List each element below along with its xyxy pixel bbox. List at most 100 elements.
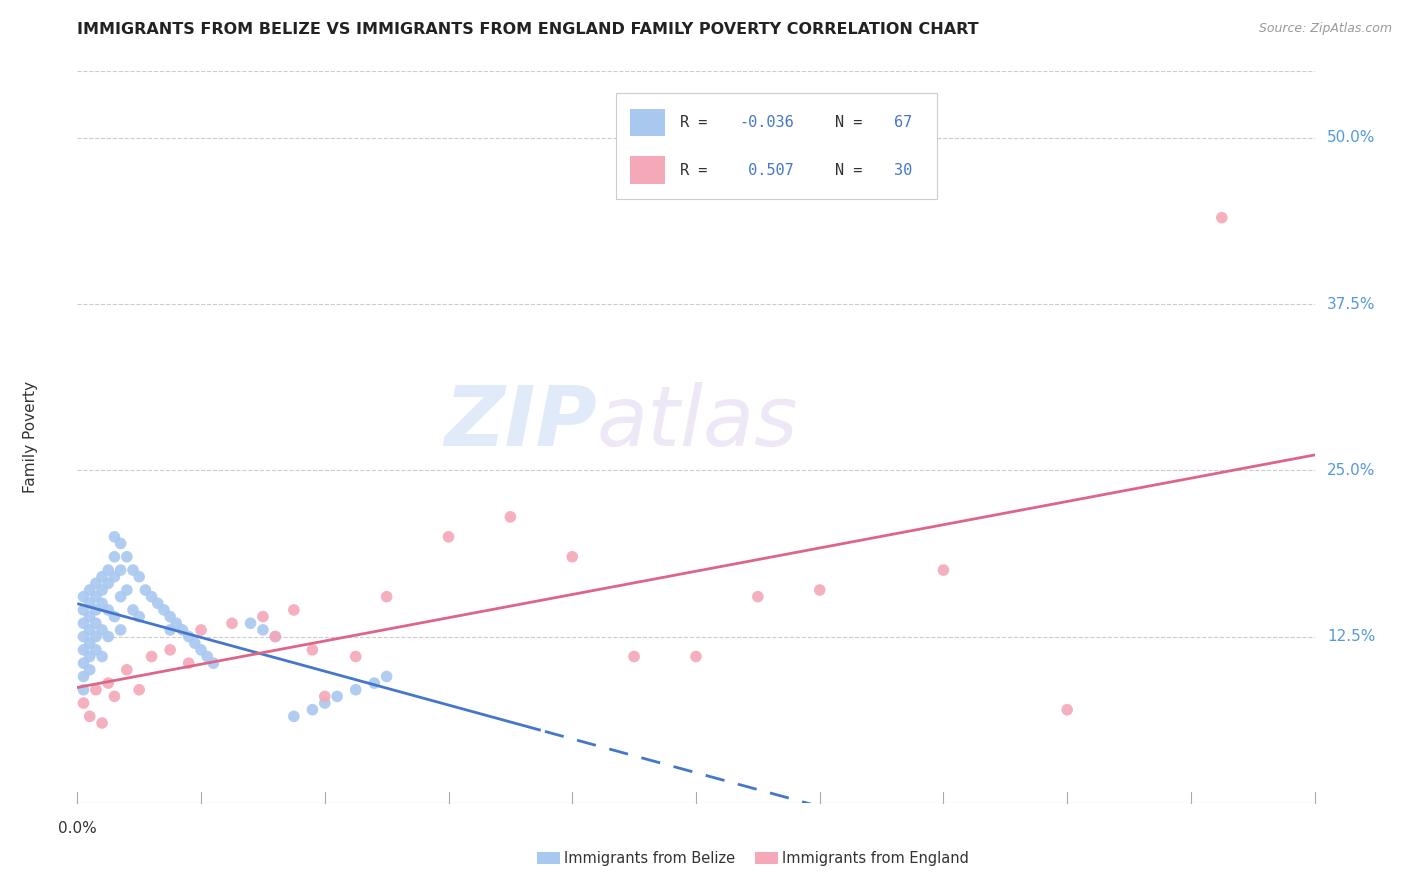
Point	[141, 590, 163, 604]
Point	[79, 649, 101, 664]
Point	[153, 603, 176, 617]
Point	[177, 630, 200, 644]
Text: 12.5%: 12.5%	[1327, 629, 1375, 644]
Bar	[630, 109, 665, 136]
Text: IMMIGRANTS FROM BELIZE VS IMMIGRANTS FROM ENGLAND FAMILY POVERTY CORRELATION CHA: IMMIGRANTS FROM BELIZE VS IMMIGRANTS FRO…	[77, 22, 979, 37]
Point	[202, 656, 225, 670]
Point	[1211, 211, 1233, 225]
Point	[84, 630, 107, 644]
Point	[747, 590, 769, 604]
Text: Immigrants from Belize: Immigrants from Belize	[564, 851, 735, 865]
Point	[932, 563, 955, 577]
Point	[146, 596, 169, 610]
Point	[91, 649, 114, 664]
Point	[375, 669, 398, 683]
Point	[103, 609, 125, 624]
Point	[561, 549, 583, 564]
Point	[72, 682, 94, 697]
Point	[72, 616, 94, 631]
Point	[190, 643, 212, 657]
Point	[115, 582, 138, 597]
Point	[79, 636, 101, 650]
Point	[326, 690, 349, 704]
Point	[91, 570, 114, 584]
Point	[110, 623, 132, 637]
Point	[72, 669, 94, 683]
Point	[84, 576, 107, 591]
Text: 37.5%: 37.5%	[1327, 297, 1375, 311]
Point	[91, 623, 114, 637]
Point	[177, 656, 200, 670]
Point	[84, 616, 107, 631]
Point	[363, 676, 385, 690]
Point	[84, 682, 107, 697]
Point	[165, 616, 187, 631]
Point	[97, 576, 120, 591]
Text: N =: N =	[835, 162, 872, 178]
Point	[84, 643, 107, 657]
Point	[103, 690, 125, 704]
Text: ZIP: ZIP	[444, 382, 598, 463]
Point	[79, 663, 101, 677]
Point	[141, 649, 163, 664]
Point	[97, 630, 120, 644]
Point	[72, 696, 94, 710]
Point	[79, 623, 101, 637]
Point	[252, 609, 274, 624]
Point	[375, 590, 398, 604]
Point	[97, 676, 120, 690]
Text: -0.036: -0.036	[740, 115, 794, 130]
Point	[91, 582, 114, 597]
Point	[91, 716, 114, 731]
Point	[97, 563, 120, 577]
Point	[344, 682, 367, 697]
Point	[72, 643, 94, 657]
Text: Family Poverty: Family Poverty	[22, 381, 38, 493]
Point	[685, 649, 707, 664]
Point	[159, 623, 181, 637]
Point	[264, 630, 287, 644]
Text: 50.0%: 50.0%	[1327, 130, 1375, 145]
Point	[79, 582, 101, 597]
Point	[134, 582, 156, 597]
Point	[110, 563, 132, 577]
Point	[172, 623, 194, 637]
Point	[283, 709, 305, 723]
Point	[91, 596, 114, 610]
Text: atlas: atlas	[598, 382, 799, 463]
Point	[72, 656, 94, 670]
Point	[159, 643, 181, 657]
Point	[1056, 703, 1078, 717]
Point	[159, 609, 181, 624]
Point	[283, 603, 305, 617]
Point	[252, 623, 274, 637]
Point	[221, 616, 243, 631]
Point	[190, 623, 212, 637]
Point	[128, 682, 150, 697]
Point	[128, 570, 150, 584]
Text: 0.507: 0.507	[740, 162, 794, 178]
Point	[72, 630, 94, 644]
Point	[314, 690, 336, 704]
Text: Source: ZipAtlas.com: Source: ZipAtlas.com	[1258, 22, 1392, 36]
Point	[499, 509, 522, 524]
Point	[115, 663, 138, 677]
Point	[344, 649, 367, 664]
Point	[79, 596, 101, 610]
Bar	[630, 156, 665, 184]
Point	[110, 536, 132, 550]
Point	[72, 590, 94, 604]
Point	[84, 590, 107, 604]
Point	[84, 603, 107, 617]
Point	[122, 563, 145, 577]
Text: 67: 67	[894, 115, 912, 130]
Point	[110, 590, 132, 604]
Text: 0.0%: 0.0%	[58, 821, 97, 836]
Point	[195, 649, 218, 664]
Text: R =: R =	[681, 162, 717, 178]
Point	[122, 603, 145, 617]
Text: 25.0%: 25.0%	[1327, 463, 1375, 478]
Point	[97, 603, 120, 617]
Point	[103, 570, 125, 584]
Text: 30: 30	[894, 162, 912, 178]
